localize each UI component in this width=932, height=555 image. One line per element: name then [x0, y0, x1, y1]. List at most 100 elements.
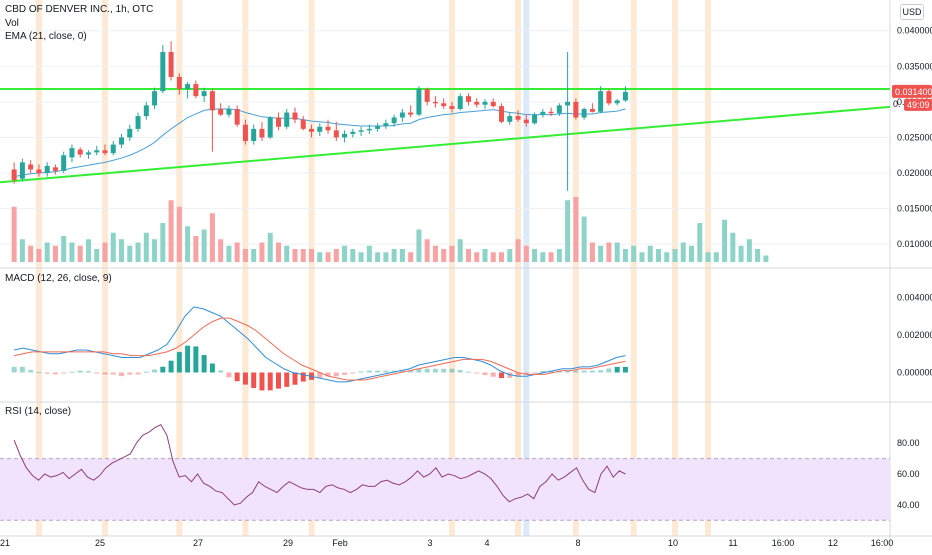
macd-histogram-bar — [408, 370, 414, 373]
volume-bar — [325, 252, 331, 262]
volume-bar — [160, 223, 166, 262]
candle-body — [408, 112, 414, 115]
time-axis-tick: 11 — [728, 538, 737, 548]
macd-histogram-bar — [350, 372, 356, 374]
volume-bar — [44, 242, 50, 262]
candle-body — [532, 114, 538, 124]
candle-body — [292, 112, 298, 120]
macd-histogram-bar — [77, 370, 83, 373]
volume-bar — [441, 249, 447, 262]
volume-bar — [449, 245, 455, 262]
time-axis-tick: 16:00 — [871, 538, 894, 548]
macd-histogram-bar — [424, 368, 430, 373]
macd-title: MACD (12, 26, close, 9) — [5, 273, 112, 284]
volume-bar — [589, 242, 595, 262]
macd-histogram-bar — [342, 372, 348, 375]
ema-line — [14, 108, 626, 178]
macd-histogram-bar — [457, 369, 463, 373]
macd-histogram-bar — [474, 372, 480, 374]
volume-bar — [746, 239, 752, 262]
candle-body — [11, 169, 17, 181]
macd-histogram-bar — [11, 366, 17, 373]
volume-bar — [383, 252, 389, 262]
macd-histogram-bar — [28, 370, 34, 373]
candle-body — [94, 150, 100, 153]
macd-histogram-bar — [36, 372, 42, 374]
macd-histogram-bar — [201, 355, 207, 373]
volume-bar — [408, 252, 414, 262]
macd-histogram-bar — [490, 372, 496, 377]
macd-histogram-bar — [465, 371, 471, 373]
candle-body — [28, 164, 34, 170]
time-axis-tick: Feb — [332, 538, 348, 548]
rsi-title: RSI (14, close) — [5, 406, 72, 417]
volume-bar — [457, 239, 463, 262]
volume-bar — [664, 252, 670, 262]
volume-bar — [102, 242, 108, 262]
macd-histogram-bar — [152, 369, 158, 373]
volume-bar — [622, 249, 628, 262]
macd-histogram-bar — [375, 370, 381, 373]
macd-histogram-bar — [383, 370, 389, 373]
macd-axis-tick: 0.002000 — [897, 330, 932, 340]
macd-histogram-bar — [119, 372, 125, 377]
time-axis-tick: 16:00 — [772, 538, 795, 548]
volume-bar — [532, 249, 538, 262]
candle-body — [36, 169, 42, 174]
volume-bar — [606, 242, 612, 262]
volume-bar — [251, 249, 257, 262]
time-axis-tick: 8 — [575, 538, 580, 548]
volume-bar — [226, 245, 232, 262]
volume-bar — [85, 239, 91, 262]
macd-histogram-bar — [325, 372, 331, 377]
price-axis-tick: 0.035000 — [897, 61, 932, 71]
candle-body — [499, 106, 505, 122]
time-axis-tick: 25 — [95, 538, 105, 548]
volume-bar — [614, 242, 620, 262]
volume-bar — [168, 200, 174, 262]
volume-bar — [94, 249, 100, 262]
volume-bar — [598, 245, 604, 262]
volume-bar — [722, 219, 728, 262]
volume-bar — [36, 249, 42, 262]
volume-bar — [342, 245, 348, 262]
volume-bar — [127, 245, 133, 262]
volume-bar — [465, 249, 471, 262]
macd-histogram-bar — [441, 368, 447, 373]
macd-histogram-bar — [143, 371, 149, 373]
candle-body — [507, 116, 513, 122]
price-axis-tick: 0.025000 — [897, 132, 932, 142]
candle-body — [573, 101, 579, 118]
candle-body — [556, 105, 562, 114]
candle-body — [565, 101, 571, 106]
volume-legend: Vol — [5, 18, 19, 29]
volume-bar — [672, 249, 678, 262]
candle-body — [449, 106, 455, 109]
volume-bar — [366, 245, 372, 262]
volume-bar — [639, 252, 645, 262]
volume-bar — [432, 245, 438, 262]
candle-body — [416, 89, 422, 115]
candle-body — [209, 91, 215, 111]
currency-badge[interactable]: USD — [900, 4, 924, 20]
volume-bar — [565, 200, 571, 262]
volume-bar — [77, 245, 83, 262]
volume-bar — [193, 236, 199, 262]
candle-body — [548, 111, 554, 114]
candle-body — [135, 116, 141, 129]
macd-histogram-bar — [160, 366, 166, 373]
macd-histogram-bar — [259, 372, 265, 391]
candle-body — [185, 84, 191, 90]
candle-body — [176, 76, 182, 90]
macd-histogram-bar — [193, 346, 199, 373]
macd-histogram-bar — [218, 370, 224, 373]
macd-histogram-bar — [85, 371, 91, 373]
macd-histogram-bar — [317, 372, 323, 379]
macd-histogram-bar — [432, 368, 438, 373]
symbol-title: CBD OF DENVER INC., 1h, OTC — [5, 4, 154, 15]
volume-bar — [135, 242, 141, 262]
macd-histogram-bar — [234, 372, 240, 382]
macd-histogram-bar — [565, 370, 571, 373]
